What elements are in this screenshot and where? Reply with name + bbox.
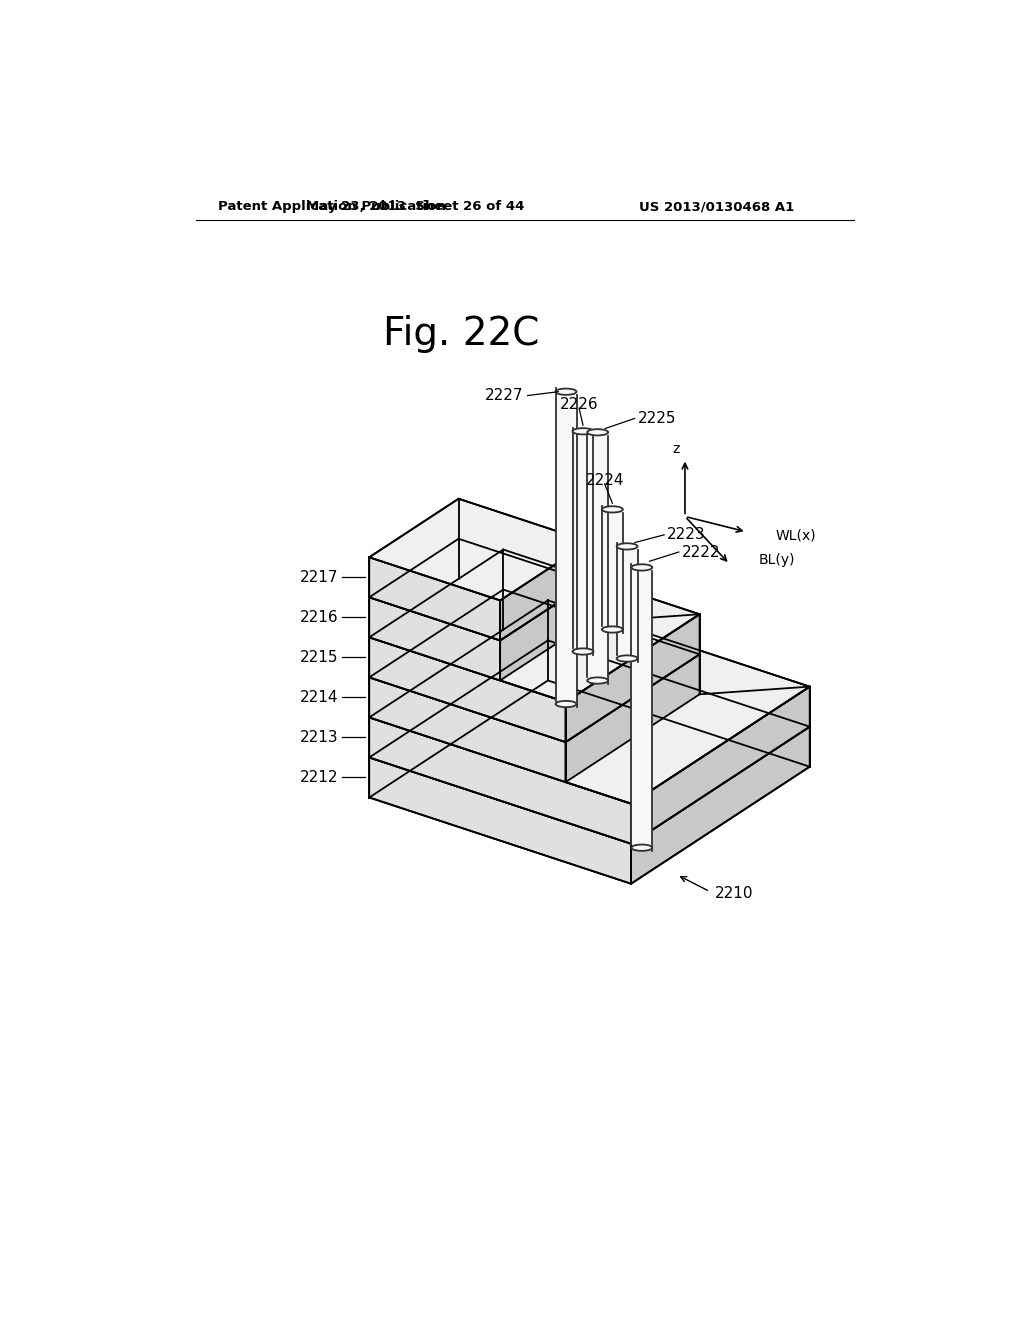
Text: 2227: 2227: [485, 388, 523, 403]
Polygon shape: [500, 582, 590, 681]
Ellipse shape: [632, 845, 652, 851]
Text: z: z: [672, 442, 679, 457]
Polygon shape: [370, 601, 810, 804]
Polygon shape: [370, 590, 699, 742]
Text: 2224: 2224: [586, 473, 624, 487]
Text: 2210: 2210: [716, 887, 754, 902]
Ellipse shape: [572, 428, 594, 434]
Text: 2225: 2225: [638, 411, 676, 426]
Polygon shape: [587, 429, 608, 684]
Ellipse shape: [602, 507, 623, 512]
Polygon shape: [631, 686, 810, 843]
Text: 2223: 2223: [667, 528, 706, 543]
Polygon shape: [572, 428, 594, 655]
Ellipse shape: [572, 648, 594, 655]
Text: 2213: 2213: [300, 730, 339, 744]
Text: Fig. 22C: Fig. 22C: [383, 315, 540, 352]
Polygon shape: [370, 549, 699, 702]
Polygon shape: [370, 598, 500, 681]
Text: WL(x): WL(x): [776, 529, 816, 543]
Ellipse shape: [556, 388, 577, 395]
Text: 2217: 2217: [300, 570, 339, 585]
Polygon shape: [632, 564, 652, 851]
Ellipse shape: [632, 564, 652, 570]
Text: 2216: 2216: [300, 610, 339, 624]
Text: 2215: 2215: [300, 649, 339, 665]
Polygon shape: [370, 539, 590, 640]
Polygon shape: [370, 499, 590, 601]
Text: Patent Application Publication: Patent Application Publication: [217, 201, 445, 214]
Polygon shape: [370, 638, 565, 742]
Ellipse shape: [587, 429, 608, 436]
Ellipse shape: [602, 627, 623, 632]
Polygon shape: [565, 655, 699, 781]
Ellipse shape: [556, 701, 577, 708]
Polygon shape: [370, 718, 631, 843]
Polygon shape: [370, 557, 500, 640]
Polygon shape: [565, 614, 699, 742]
Ellipse shape: [616, 655, 638, 661]
Polygon shape: [602, 506, 623, 632]
Polygon shape: [370, 640, 810, 843]
Polygon shape: [500, 543, 590, 640]
Text: BL(y): BL(y): [759, 553, 796, 568]
Ellipse shape: [616, 544, 638, 549]
Text: May 23, 2013  Sheet 26 of 44: May 23, 2013 Sheet 26 of 44: [306, 201, 524, 214]
Polygon shape: [616, 543, 638, 661]
Text: 2226: 2226: [560, 397, 598, 412]
Text: 2212: 2212: [300, 770, 339, 785]
Polygon shape: [631, 726, 810, 884]
Polygon shape: [370, 758, 631, 884]
Polygon shape: [370, 677, 565, 781]
Text: 2222: 2222: [682, 545, 720, 560]
Polygon shape: [556, 388, 577, 708]
Text: 2214: 2214: [300, 690, 339, 705]
Text: US 2013/0130468 A1: US 2013/0130468 A1: [639, 201, 794, 214]
Ellipse shape: [587, 677, 608, 684]
